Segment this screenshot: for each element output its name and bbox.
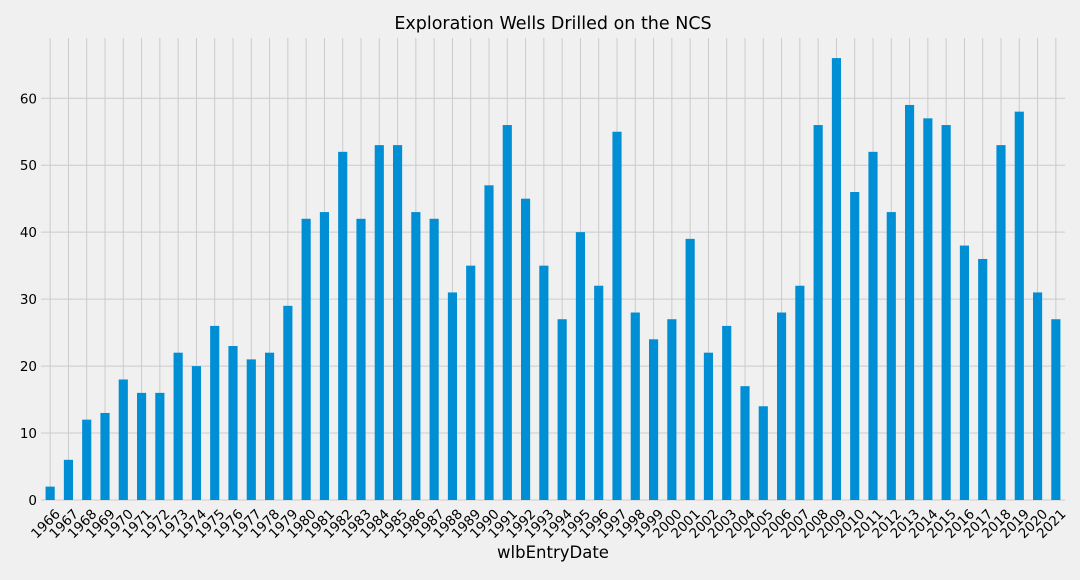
bar-2012 xyxy=(886,212,896,500)
bar-2000 xyxy=(667,319,677,500)
bar-1980 xyxy=(301,218,311,501)
bar-1994 xyxy=(557,319,567,500)
bar-2002 xyxy=(703,352,713,500)
y-tick-label: 0 xyxy=(28,493,37,509)
bar-2013 xyxy=(905,104,915,501)
bar-1978 xyxy=(265,352,275,500)
bar-1991 xyxy=(502,125,512,500)
bar-2006 xyxy=(777,312,787,500)
bar-1992 xyxy=(521,198,531,500)
bar-2003 xyxy=(722,325,732,500)
bar-2009 xyxy=(831,58,841,501)
bar-1979 xyxy=(283,305,293,500)
bar-2010 xyxy=(850,192,860,500)
bar-1977 xyxy=(246,359,256,500)
bar-2019 xyxy=(1014,111,1024,501)
bar-1970 xyxy=(118,379,128,500)
bar-1989 xyxy=(466,265,476,500)
bar-1972 xyxy=(155,392,165,500)
bar-2021 xyxy=(1051,319,1061,500)
y-tick-label: 20 xyxy=(20,359,37,375)
bar-1973 xyxy=(173,352,183,500)
bar-2011 xyxy=(868,151,878,500)
bar-1990 xyxy=(484,185,494,500)
bar-2020 xyxy=(1033,292,1043,500)
bar-2018 xyxy=(996,145,1006,500)
bar-1988 xyxy=(447,292,457,500)
bar-1999 xyxy=(649,339,659,500)
bar-1983 xyxy=(356,218,366,501)
bar-1995 xyxy=(575,232,585,500)
bar-1981 xyxy=(319,212,329,500)
bar-2015 xyxy=(941,125,951,500)
bar-1987 xyxy=(429,218,439,501)
chart-title: Exploration Wells Drilled on the NCS xyxy=(394,14,711,34)
bar-1974 xyxy=(191,366,201,500)
bar-2016 xyxy=(959,245,969,500)
bar-2007 xyxy=(795,285,805,500)
bar-1986 xyxy=(411,212,421,500)
bar-1998 xyxy=(630,312,640,500)
bar-1985 xyxy=(393,145,403,500)
bar-2005 xyxy=(758,406,768,500)
bar-1968 xyxy=(82,419,92,500)
bar-1993 xyxy=(539,265,549,500)
bar-2008 xyxy=(813,125,823,500)
bar-1997 xyxy=(612,131,622,500)
x-tick-labels: 1966196719681969197019711972197319741975… xyxy=(28,506,1069,542)
bar-1984 xyxy=(374,145,384,500)
bar-1976 xyxy=(228,346,238,500)
y-tick-label: 40 xyxy=(20,225,37,241)
bars xyxy=(45,58,1061,501)
bar-1967 xyxy=(63,459,73,500)
bar-1966 xyxy=(45,486,55,500)
bar-1982 xyxy=(338,151,348,500)
bar-1971 xyxy=(137,392,147,500)
bar-2017 xyxy=(978,258,988,500)
bar-1975 xyxy=(210,325,220,500)
y-tick-label: 30 xyxy=(20,292,37,308)
y-tick-label: 10 xyxy=(20,426,37,442)
bar-2004 xyxy=(740,386,750,500)
bar-1969 xyxy=(100,412,110,500)
y-tick-label: 60 xyxy=(20,91,37,107)
bar-1996 xyxy=(594,285,604,500)
y-tick-labels: 0 10 20 30 40 50 60 xyxy=(20,91,37,509)
bar-2001 xyxy=(685,238,695,500)
bar-2014 xyxy=(923,118,933,500)
y-tick-label: 50 xyxy=(20,158,37,174)
x-axis-label: wlbEntryDate xyxy=(497,543,609,562)
